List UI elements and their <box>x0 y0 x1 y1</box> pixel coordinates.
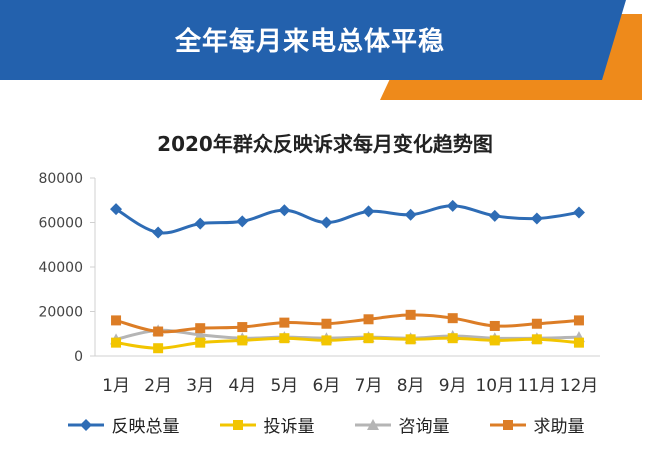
data-point-series-1 <box>405 334 416 345</box>
data-point-series-3 <box>153 326 164 337</box>
data-point-series-3 <box>279 317 290 328</box>
data-point-series-2 <box>194 328 207 340</box>
data-point-series-1 <box>195 337 206 348</box>
x-tick-label: 6月 <box>313 376 341 396</box>
legend-swatch-marker <box>366 418 379 430</box>
title-banner <box>0 0 642 100</box>
data-point-series-1 <box>279 333 290 344</box>
data-point-series-0 <box>320 216 333 229</box>
data-point-series-3 <box>531 318 542 329</box>
x-tick-label: 4月 <box>228 376 256 396</box>
x-tick-label: 12月 <box>560 376 599 396</box>
data-point-series-3 <box>405 309 416 320</box>
series-line-3 <box>115 313 580 334</box>
data-point-series-1 <box>531 334 542 345</box>
data-point-series-0 <box>404 208 417 221</box>
x-tick-label: 9月 <box>439 376 467 396</box>
series-line-1 <box>115 336 580 350</box>
y-tick-label: 80000 <box>38 171 83 187</box>
data-point-series-1 <box>321 335 332 346</box>
data-point-series-1 <box>237 335 248 346</box>
data-point-series-3 <box>195 323 206 334</box>
data-point-series-0 <box>362 205 375 218</box>
data-point-series-1 <box>447 333 458 344</box>
y-tick-label: 40000 <box>38 260 83 276</box>
data-point-series-3 <box>447 313 458 324</box>
legend: 反映总量 投诉量 咨询量 求助量 <box>0 412 650 437</box>
legend-swatch-marker <box>232 419 243 430</box>
x-tick-label: 3月 <box>186 376 214 396</box>
data-point-series-3 <box>111 315 122 326</box>
legend-swatch-marker <box>502 419 513 430</box>
legend-item: 咨询量 <box>353 412 450 437</box>
legend-item: 反映总量 <box>66 412 180 437</box>
data-point-series-3 <box>321 318 332 329</box>
data-point-series-0 <box>488 209 501 222</box>
x-tick-label: 11月 <box>518 376 557 396</box>
data-point-series-0 <box>152 226 165 239</box>
data-point-series-0 <box>530 212 543 225</box>
legend-label: 反映总量 <box>111 417 180 437</box>
data-point-series-1 <box>573 337 584 348</box>
y-tick-label: 0 <box>74 349 83 365</box>
legend-item: 求助量 <box>488 412 585 437</box>
series-line-0 <box>115 204 580 235</box>
x-tick-label: 1月 <box>102 376 130 396</box>
legend-label: 投诉量 <box>263 417 315 437</box>
data-point-series-1 <box>489 335 500 346</box>
data-point-series-0 <box>572 206 585 219</box>
x-tick-label: 7月 <box>355 376 383 396</box>
data-point-series-0 <box>236 215 249 228</box>
data-point-series-3 <box>363 314 374 325</box>
legend-swatch <box>354 418 391 430</box>
legend-swatch-marker <box>79 418 92 431</box>
y-tick-label: 20000 <box>38 305 83 321</box>
banner-blue-band <box>0 0 626 80</box>
data-point-series-1 <box>363 333 374 344</box>
data-point-series-3 <box>237 322 248 333</box>
legend-swatch <box>219 419 256 430</box>
data-point-series-3 <box>489 320 500 331</box>
legend-item: 投诉量 <box>218 412 315 437</box>
chart-title: 2020年群众反映诉求每月变化趋势图 <box>157 132 493 156</box>
x-tick-label: 8月 <box>397 376 425 396</box>
x-tick-label: 5月 <box>270 376 298 396</box>
y-tick-label: 60000 <box>38 216 83 232</box>
banner-title: 全年每月来电总体平稳 <box>174 26 445 57</box>
legend-swatch <box>67 418 104 431</box>
legend-label: 咨询量 <box>398 417 450 437</box>
data-point-series-1 <box>153 343 164 354</box>
data-point-series-0 <box>446 199 459 212</box>
data-point-series-0 <box>194 217 207 230</box>
x-tick-label: 10月 <box>475 376 514 396</box>
data-point-series-0 <box>110 203 123 216</box>
data-point-series-3 <box>573 315 584 326</box>
legend-swatch <box>489 419 526 430</box>
data-point-series-1 <box>111 337 122 348</box>
legend-label: 求助量 <box>533 417 585 437</box>
data-point-series-0 <box>278 204 291 217</box>
x-tick-label: 2月 <box>144 376 172 396</box>
